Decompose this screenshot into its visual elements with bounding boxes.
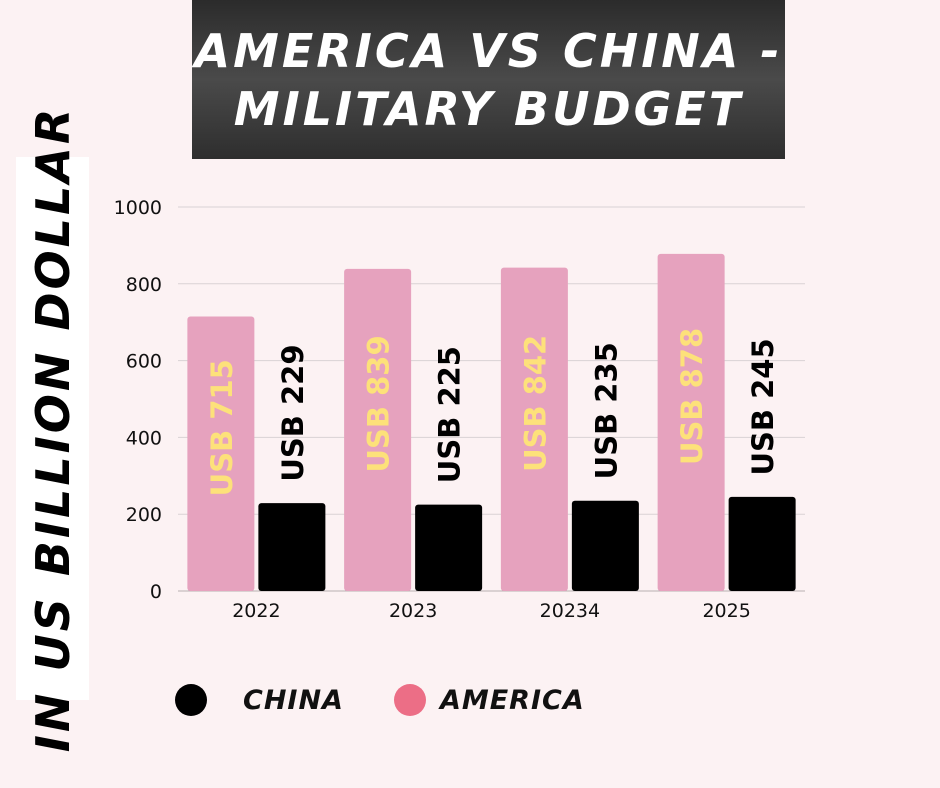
data-label-america: USB 715 bbox=[205, 359, 239, 496]
data-label-america: USB 842 bbox=[518, 335, 552, 472]
bar-china-2022 bbox=[258, 503, 326, 591]
legend-swatch-china bbox=[175, 684, 207, 716]
legend-label-china: CHINA bbox=[243, 684, 344, 716]
legend-swatch-america bbox=[393, 684, 426, 716]
data-label-china: USB 235 bbox=[589, 342, 623, 479]
y-tick-label: 600 bbox=[126, 351, 162, 373]
data-label-china: USB 225 bbox=[433, 346, 467, 483]
y-tick-label: 0 bbox=[150, 581, 162, 603]
legend: CHINA AMERICA bbox=[175, 680, 585, 720]
x-tick-label: 2023 bbox=[389, 600, 437, 622]
data-label-china: USB 229 bbox=[276, 344, 310, 481]
bar-america-20234 bbox=[500, 267, 568, 591]
x-tick-label: 2025 bbox=[702, 600, 750, 622]
legend-label-america: AMERICA bbox=[439, 684, 585, 716]
bar-china-2025 bbox=[728, 496, 796, 591]
bar-america-2025 bbox=[657, 253, 725, 591]
bar-america-2022 bbox=[187, 316, 255, 591]
chart-title-line-2: MILITARY BUDGET bbox=[233, 81, 744, 136]
bar-china-2023 bbox=[415, 504, 483, 591]
data-label-china: USB 245 bbox=[746, 338, 780, 475]
y-axis-label-box: IN US BILLION DOLLAR bbox=[16, 105, 89, 752]
data-label-america: USB 839 bbox=[362, 335, 396, 472]
bar-china-20234 bbox=[571, 500, 639, 591]
chart-title-banner: AMERICA VS CHINA - MILITARY BUDGET bbox=[192, 0, 785, 159]
chart-title-line-1: AMERICA VS CHINA - bbox=[194, 23, 783, 78]
y-tick-label: 400 bbox=[126, 427, 162, 449]
y-tick-label: 1000 bbox=[114, 197, 162, 219]
data-label-america: USB 878 bbox=[675, 328, 709, 465]
x-tick-label: 2022 bbox=[232, 600, 280, 622]
bar-america-2023 bbox=[344, 268, 412, 591]
x-tick-label: 20234 bbox=[540, 600, 600, 622]
y-tick-label: 800 bbox=[126, 274, 162, 296]
y-tick-label: 200 bbox=[126, 504, 162, 526]
